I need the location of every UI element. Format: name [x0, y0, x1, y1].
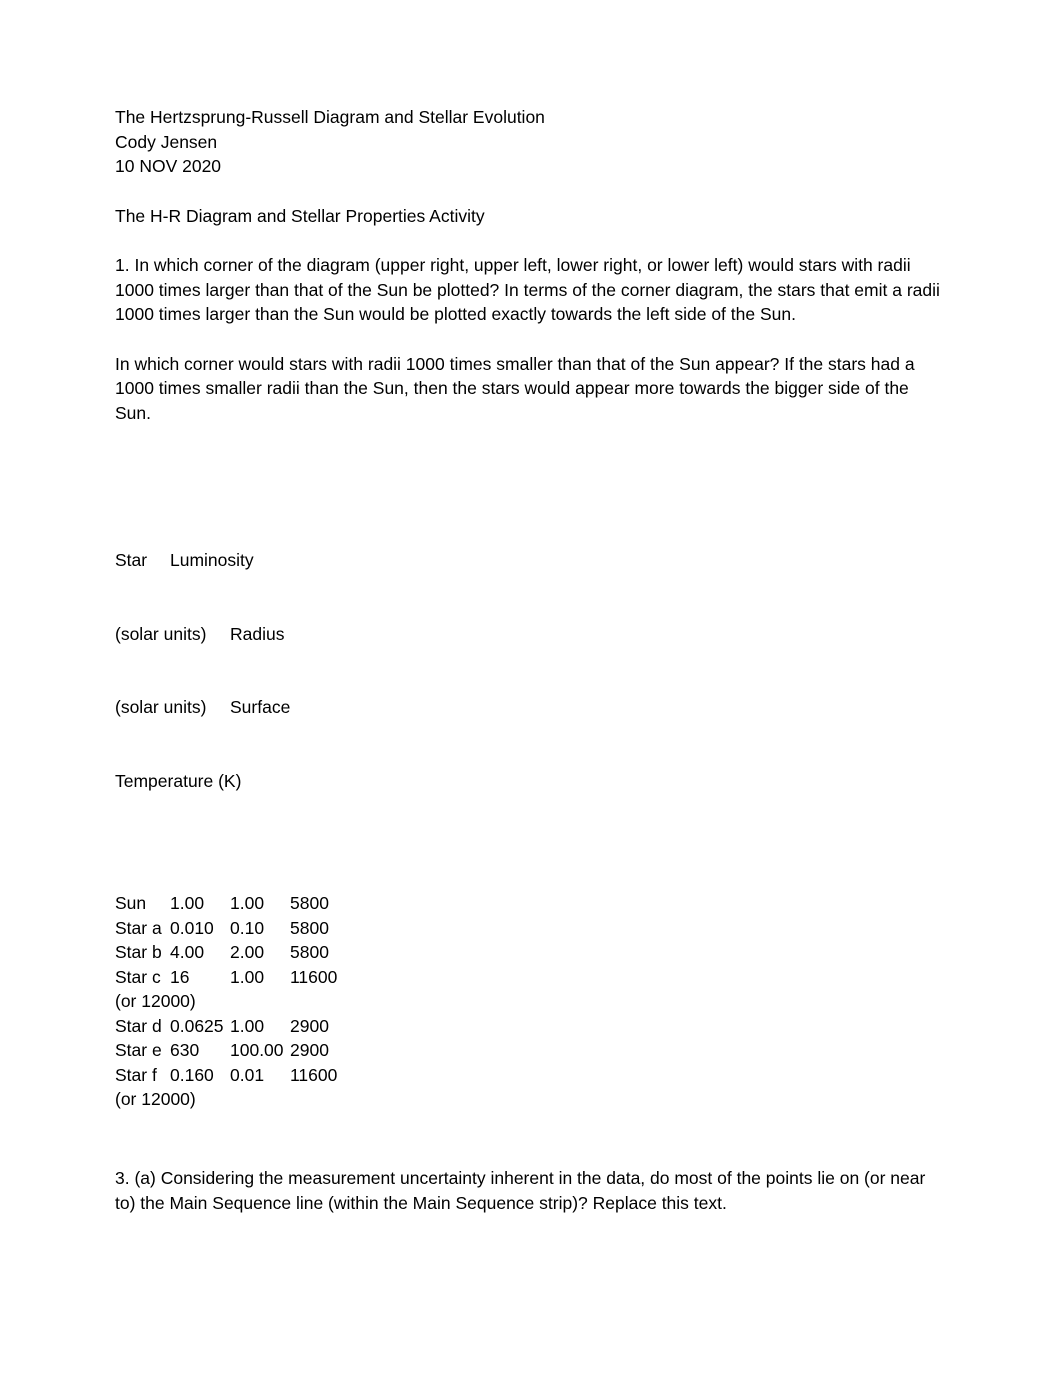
header-solar-units-2: (solar units): [115, 695, 230, 720]
cell-radius: 0.01: [230, 1063, 290, 1088]
cell-luminosity: 0.0625: [170, 1014, 230, 1039]
cell-radius: 1.00: [230, 1014, 290, 1039]
cell-star: Sun: [115, 891, 170, 916]
header-temperature: Temperature (K): [115, 769, 241, 794]
cell-temperature: 2900: [290, 1014, 329, 1039]
cell-star: Star d: [115, 1014, 170, 1039]
cell-star: Star a: [115, 916, 170, 941]
table-header: Star Luminosity (solar units) Radius (so…: [115, 499, 947, 842]
cell-temperature: 5800: [290, 891, 329, 916]
question-1a: 1. In which corner of the diagram (upper…: [115, 253, 947, 327]
cell-temperature: 5800: [290, 916, 329, 941]
cell-luminosity: 0.160: [170, 1063, 230, 1088]
table-row: Star e630100.00 2900: [115, 1038, 947, 1063]
cell-note: (or 12000): [115, 989, 196, 1014]
cell-radius: 1.00: [230, 965, 290, 990]
cell-note: (or 12000): [115, 1087, 196, 1112]
cell-luminosity: 1.00: [170, 891, 230, 916]
star-data-table: Star Luminosity (solar units) Radius (so…: [115, 450, 947, 1136]
header-star: Star: [115, 548, 170, 573]
cell-luminosity: 630: [170, 1038, 230, 1063]
document-author: Cody Jensen: [115, 130, 947, 155]
cell-luminosity: 4.00: [170, 940, 230, 965]
header-luminosity: Luminosity: [170, 548, 254, 573]
table-row: Star f0.1600.0111600: [115, 1063, 947, 1088]
cell-radius: 2.00: [230, 940, 290, 965]
cell-radius: 0.10: [230, 916, 290, 941]
document-header: The Hertzsprung-Russell Diagram and Stel…: [115, 105, 947, 179]
question-3: 3. (a) Considering the measurement uncer…: [115, 1166, 947, 1215]
cell-radius: 1.00: [230, 891, 290, 916]
header-solar-units-1: (solar units): [115, 622, 230, 647]
cell-temperature: 5800: [290, 940, 329, 965]
table-row-note: (or 12000): [115, 989, 947, 1014]
header-radius: Radius: [230, 622, 284, 647]
table-row: Star c161.0011600: [115, 965, 947, 990]
cell-temperature: 11600: [290, 1063, 337, 1088]
table-body: Sun1.001.005800Star a0.0100.105800Star b…: [115, 891, 947, 1112]
activity-title: The H-R Diagram and Stellar Properties A…: [115, 204, 947, 229]
table-row: Star d0.06251.002900: [115, 1014, 947, 1039]
table-row: Sun1.001.005800: [115, 891, 947, 916]
header-surface: Surface: [230, 695, 290, 720]
cell-temperature: 11600: [290, 965, 337, 990]
table-row: Star a0.0100.105800: [115, 916, 947, 941]
cell-radius: 100.00: [230, 1038, 290, 1063]
document-date: 10 NOV 2020: [115, 154, 947, 179]
cell-luminosity: 0.010: [170, 916, 230, 941]
cell-star: Star f: [115, 1063, 170, 1088]
cell-temperature: 2900: [290, 1038, 329, 1063]
cell-luminosity: 16: [170, 965, 230, 990]
table-row-note: (or 12000): [115, 1087, 947, 1112]
cell-star: Star b: [115, 940, 170, 965]
cell-star: Star e: [115, 1038, 170, 1063]
document-title: The Hertzsprung-Russell Diagram and Stel…: [115, 105, 947, 130]
cell-star: Star c: [115, 965, 170, 990]
table-row: Star b4.002.005800: [115, 940, 947, 965]
question-1b: In which corner would stars with radii 1…: [115, 352, 947, 426]
